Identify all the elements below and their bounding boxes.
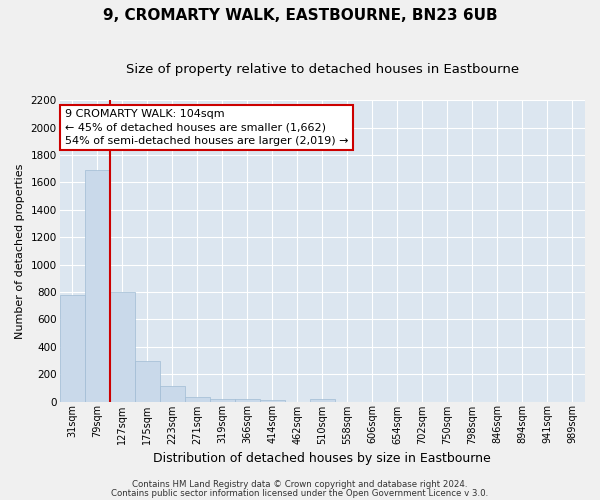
- Text: Contains HM Land Registry data © Crown copyright and database right 2024.: Contains HM Land Registry data © Crown c…: [132, 480, 468, 489]
- Title: Size of property relative to detached houses in Eastbourne: Size of property relative to detached ho…: [126, 62, 519, 76]
- Bar: [160, 386, 185, 402]
- Text: Contains public sector information licensed under the Open Government Licence v : Contains public sector information licen…: [112, 488, 488, 498]
- Bar: [235, 399, 260, 402]
- X-axis label: Distribution of detached houses by size in Eastbourne: Distribution of detached houses by size …: [154, 452, 491, 465]
- Bar: [134, 361, 160, 402]
- Bar: [59, 294, 85, 402]
- Bar: [110, 292, 134, 402]
- Text: 9 CROMARTY WALK: 104sqm
← 45% of detached houses are smaller (1,662)
54% of semi: 9 CROMARTY WALK: 104sqm ← 45% of detache…: [65, 110, 349, 146]
- Bar: [310, 399, 335, 402]
- Bar: [185, 397, 210, 402]
- Y-axis label: Number of detached properties: Number of detached properties: [15, 163, 25, 338]
- Bar: [210, 398, 235, 402]
- Bar: [85, 170, 110, 402]
- Text: 9, CROMARTY WALK, EASTBOURNE, BN23 6UB: 9, CROMARTY WALK, EASTBOURNE, BN23 6UB: [103, 8, 497, 22]
- Bar: [260, 400, 285, 402]
